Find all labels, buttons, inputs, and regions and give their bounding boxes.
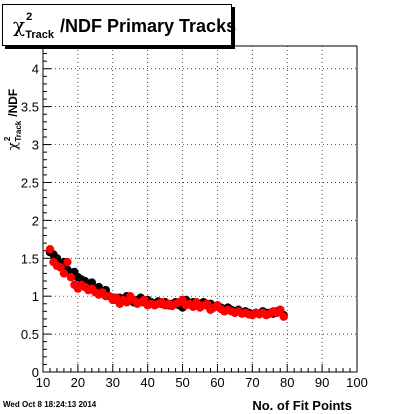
x-tick-label: 70 — [245, 375, 259, 390]
red-data-point — [45, 244, 55, 254]
chart-title: χ2 Track/NDF Primary Tracks — [13, 11, 237, 41]
y-tick-label: 3 — [32, 138, 39, 153]
red-data-point — [122, 298, 131, 307]
y-tick-label: 2.5 — [21, 175, 39, 190]
x-tick-label: 10 — [36, 375, 50, 390]
x-tick-label: 50 — [175, 375, 189, 390]
red-data-point — [202, 299, 212, 308]
x-tick-label: 30 — [106, 375, 120, 390]
x-tick-label: 40 — [140, 375, 154, 390]
timestamp: Wed Oct 8 18:24:13 2014 — [3, 400, 97, 409]
ylabel-subscript: Track — [14, 120, 23, 142]
red-data-point — [56, 263, 65, 272]
red-data-point — [279, 312, 288, 321]
black-data-point — [87, 278, 97, 287]
ylabel-chi-symbol: χ — [6, 142, 21, 150]
y-tick-label: 3.5 — [21, 100, 39, 115]
y-tick-label: 4 — [32, 62, 39, 77]
x-tick-label: 20 — [71, 375, 85, 390]
x-tick-label: 80 — [280, 375, 294, 390]
red-data-point — [112, 293, 121, 302]
ylabel-rest: /NDF — [6, 88, 20, 117]
title-rest: /NDF Primary Tracks — [60, 16, 237, 36]
x-tick-label: 60 — [210, 375, 224, 390]
x-axis-label: No. of Fit Points — [252, 398, 352, 413]
y-tick-label: 0.5 — [21, 327, 39, 342]
red-data-point — [63, 257, 72, 267]
chart-title-box: χ2 Track/NDF Primary Tracks — [2, 4, 236, 46]
ylabel-superscript: 2 — [3, 136, 12, 142]
plot-frame — [42, 45, 358, 373]
title-subscript: Track — [25, 29, 54, 41]
y-axis-label: χ2 Track/NDF — [3, 88, 23, 150]
x-tick-label: 90 — [315, 375, 329, 390]
y-tick-label: 1 — [32, 289, 39, 304]
red-data-point — [276, 305, 285, 315]
x-tick-label: 100 — [346, 375, 368, 390]
red-data-point — [66, 273, 76, 282]
red-data-point — [59, 269, 69, 278]
y-tick-label: 2 — [32, 213, 39, 228]
y-tick-label: 0 — [32, 365, 39, 380]
title-superscript: 2 — [26, 11, 33, 23]
y-tick-label: 1.5 — [21, 251, 39, 266]
title-chi-symbol: χ — [13, 13, 26, 37]
